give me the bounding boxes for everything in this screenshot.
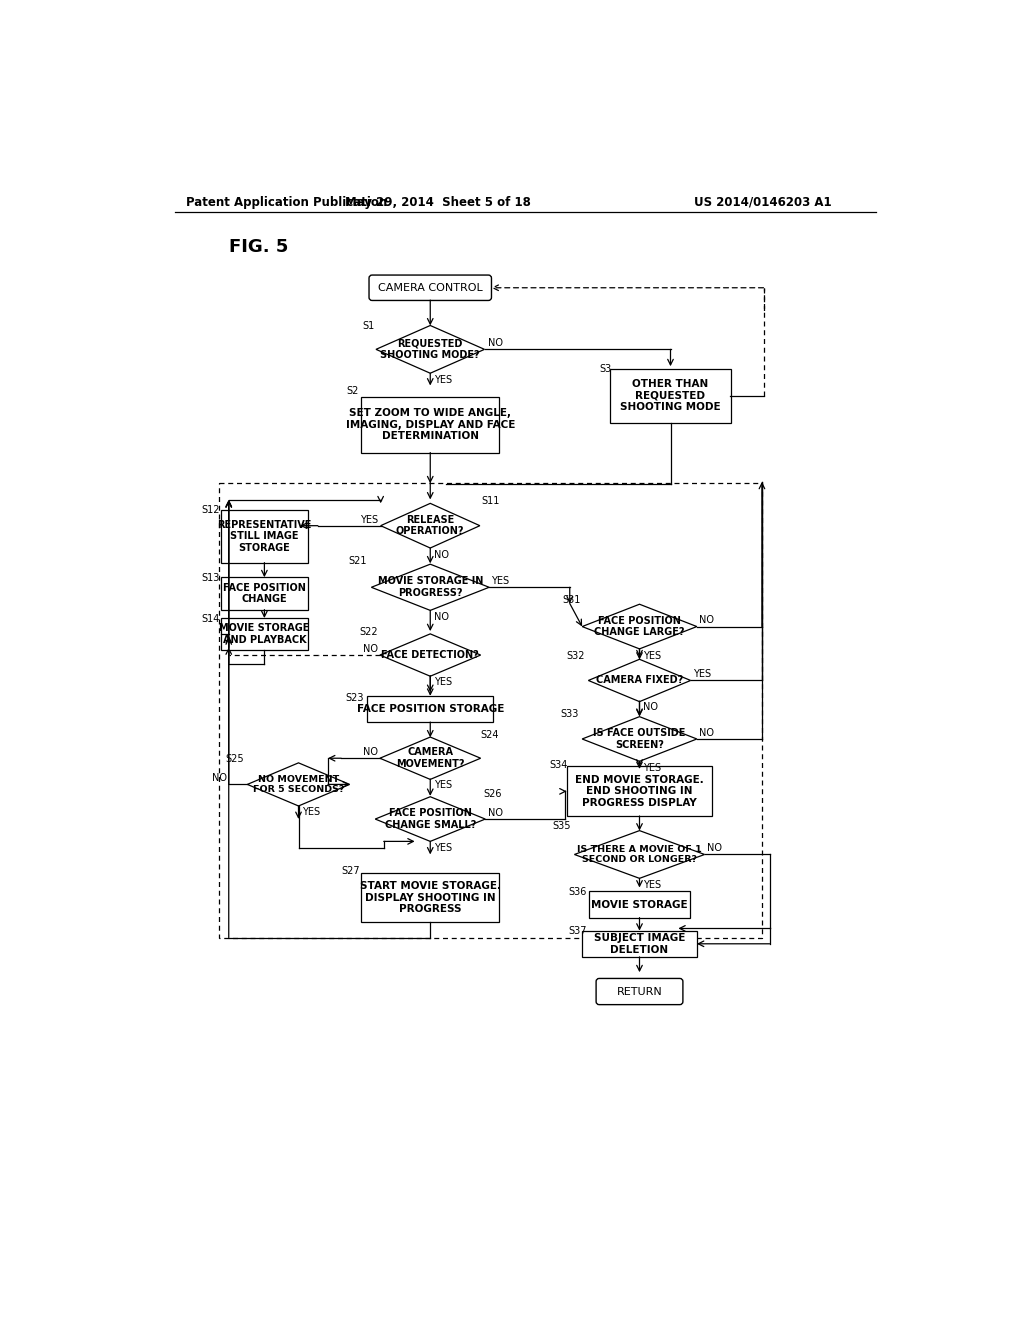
- Bar: [361, 873, 500, 923]
- Bar: [566, 767, 713, 816]
- Text: S23: S23: [346, 693, 365, 704]
- Text: YES: YES: [693, 669, 711, 680]
- Text: REQUESTED
SHOOTING MODE?: REQUESTED SHOOTING MODE?: [381, 338, 480, 360]
- Bar: [361, 397, 500, 453]
- Bar: [221, 511, 308, 562]
- FancyBboxPatch shape: [596, 978, 683, 1005]
- Text: CAMERA FIXED?: CAMERA FIXED?: [596, 676, 683, 685]
- Text: IS FACE OUTSIDE
SCREEN?: IS FACE OUTSIDE SCREEN?: [593, 729, 686, 750]
- Bar: [221, 618, 308, 651]
- Polygon shape: [375, 797, 485, 841]
- Text: CAMERA CONTROL: CAMERA CONTROL: [378, 282, 482, 293]
- Text: NO: NO: [699, 615, 714, 626]
- Bar: [221, 577, 308, 610]
- Text: US 2014/0146203 A1: US 2014/0146203 A1: [693, 195, 831, 209]
- Text: MOVIE STORAGE: MOVIE STORAGE: [591, 899, 688, 909]
- Text: S14: S14: [201, 614, 219, 624]
- Text: NO: NO: [643, 702, 658, 713]
- Text: NO: NO: [434, 611, 450, 622]
- Text: MOVIE STORAGE IN
PROGRESS?: MOVIE STORAGE IN PROGRESS?: [378, 577, 483, 598]
- Text: OTHER THAN
REQUESTED
SHOOTING MODE: OTHER THAN REQUESTED SHOOTING MODE: [621, 379, 721, 412]
- Text: YES: YES: [302, 807, 321, 817]
- Text: YES: YES: [360, 515, 378, 524]
- Text: FACE POSITION STORAGE: FACE POSITION STORAGE: [356, 704, 504, 714]
- Text: YES: YES: [434, 677, 453, 686]
- Text: S24: S24: [480, 730, 499, 741]
- Text: SET ZOOM TO WIDE ANGLE,
IMAGING, DISPLAY AND FACE
DETERMINATION: SET ZOOM TO WIDE ANGLE, IMAGING, DISPLAY…: [345, 408, 515, 441]
- Text: NO: NO: [699, 727, 714, 738]
- Text: NO: NO: [434, 550, 450, 560]
- Text: S37: S37: [568, 927, 587, 936]
- Text: S31: S31: [562, 595, 581, 606]
- Text: NO: NO: [487, 808, 503, 818]
- Text: S36: S36: [568, 887, 587, 898]
- Text: YES: YES: [643, 763, 662, 774]
- Text: FACE POSITION
CHANGE SMALL?: FACE POSITION CHANGE SMALL?: [385, 808, 476, 830]
- Text: YES: YES: [643, 880, 662, 890]
- Text: FACE POSITION
CHANGE: FACE POSITION CHANGE: [223, 582, 306, 605]
- Bar: [368, 696, 493, 722]
- Text: START MOVIE STORAGE.
DISPLAY SHOOTING IN
PROGRESS: START MOVIE STORAGE. DISPLAY SHOOTING IN…: [359, 880, 501, 915]
- Polygon shape: [583, 717, 697, 762]
- Polygon shape: [381, 503, 480, 548]
- Text: SUBJECT IMAGE
DELETION: SUBJECT IMAGE DELETION: [594, 933, 685, 954]
- Bar: [583, 931, 697, 957]
- Text: S13: S13: [201, 573, 219, 583]
- Text: NO: NO: [707, 843, 722, 853]
- Text: YES: YES: [434, 375, 453, 385]
- Text: S34: S34: [549, 760, 567, 770]
- Text: YES: YES: [434, 843, 453, 853]
- Polygon shape: [380, 737, 480, 779]
- Text: S1: S1: [362, 321, 375, 331]
- Text: S27: S27: [342, 866, 360, 876]
- Text: REPRESENTATIVE
STILL IMAGE
STORAGE: REPRESENTATIVE STILL IMAGE STORAGE: [217, 520, 311, 553]
- Text: S22: S22: [359, 627, 378, 638]
- Text: May 29, 2014  Sheet 5 of 18: May 29, 2014 Sheet 5 of 18: [345, 195, 530, 209]
- Text: NO: NO: [212, 774, 227, 783]
- Text: S3: S3: [599, 363, 611, 374]
- Text: NO: NO: [362, 644, 378, 653]
- Bar: [219, 483, 762, 937]
- Text: FIG. 5: FIG. 5: [228, 238, 288, 256]
- Text: END MOVIE STORAGE.
END SHOOTING IN
PROGRESS DISPLAY: END MOVIE STORAGE. END SHOOTING IN PROGR…: [575, 775, 703, 808]
- Bar: [589, 891, 690, 917]
- Text: CAMERA
MOVEMENT?: CAMERA MOVEMENT?: [396, 747, 465, 770]
- Text: S26: S26: [483, 789, 502, 800]
- Text: S32: S32: [566, 651, 586, 661]
- Text: MOVIE STORAGE
AND PLAYBACK: MOVIE STORAGE AND PLAYBACK: [219, 623, 309, 645]
- Text: YES: YES: [492, 576, 510, 586]
- Text: RETURN: RETURN: [616, 986, 663, 997]
- Text: Patent Application Publication: Patent Application Publication: [186, 195, 387, 209]
- Text: RELEASE
OPERATION?: RELEASE OPERATION?: [396, 515, 465, 536]
- Text: FACE POSITION
CHANGE LARGE?: FACE POSITION CHANGE LARGE?: [594, 615, 685, 638]
- FancyBboxPatch shape: [369, 275, 492, 301]
- Text: S21: S21: [348, 556, 367, 566]
- Bar: [610, 368, 730, 422]
- Text: S11: S11: [481, 496, 500, 506]
- Polygon shape: [248, 763, 349, 807]
- Polygon shape: [372, 564, 489, 610]
- Text: S33: S33: [561, 709, 579, 718]
- Polygon shape: [589, 659, 690, 702]
- Text: S12: S12: [201, 504, 219, 515]
- Text: IS THERE A MOVIE OF 1
SECOND OR LONGER?: IS THERE A MOVIE OF 1 SECOND OR LONGER?: [578, 845, 701, 865]
- Text: NO: NO: [487, 338, 503, 348]
- Text: S35: S35: [553, 821, 571, 832]
- Polygon shape: [583, 605, 697, 649]
- Text: S2: S2: [346, 385, 359, 396]
- Polygon shape: [380, 634, 480, 676]
- Polygon shape: [574, 830, 705, 878]
- Text: NO MOVEMENT
FOR 5 SECONDS?: NO MOVEMENT FOR 5 SECONDS?: [253, 775, 344, 795]
- Text: YES: YES: [643, 651, 662, 661]
- Text: FACE DETECTION?: FACE DETECTION?: [381, 649, 479, 660]
- Text: NO: NO: [362, 747, 378, 758]
- Text: YES: YES: [434, 780, 453, 791]
- Text: S25: S25: [225, 754, 245, 764]
- Polygon shape: [376, 326, 484, 374]
